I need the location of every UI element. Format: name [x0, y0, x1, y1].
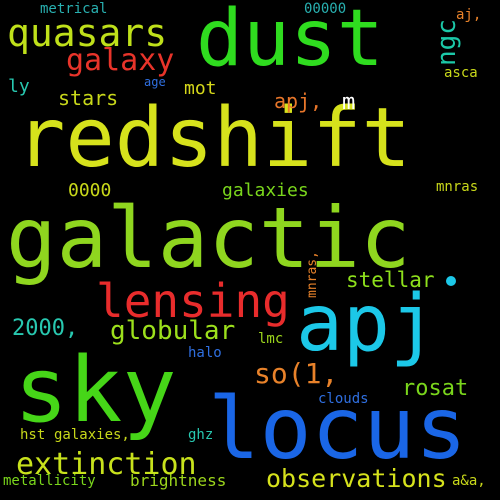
word-stellar: stellar	[346, 268, 435, 292]
word-lensing: lensing	[96, 274, 290, 328]
word-stars: stars	[58, 86, 119, 110]
word-galaxies-comma: galaxies,	[54, 427, 130, 443]
word-galaxy: galaxy	[66, 43, 175, 78]
word-lmc: lmc	[258, 331, 284, 347]
word-apj: apj	[296, 279, 437, 369]
word-redshift: redshift	[16, 91, 411, 186]
word-ly: ly	[8, 76, 30, 97]
word-ngc: ngc	[432, 19, 462, 66]
word-metrical: metrical	[40, 1, 108, 17]
word-hst: hst	[20, 427, 46, 443]
word-m: m	[342, 90, 356, 115]
word-quasars: quasars	[7, 11, 168, 55]
word-dust: dust	[196, 0, 384, 84]
word-metallicity: metallicity	[3, 473, 96, 489]
word-observations: observations	[266, 464, 447, 493]
word-rosat: rosat	[402, 376, 469, 401]
word-halo: halo	[188, 345, 222, 361]
dot-marker	[446, 276, 456, 286]
word-galactic: galactic	[6, 189, 411, 287]
word-age: age	[144, 75, 166, 89]
word-0000: 0000	[68, 180, 112, 201]
word-brightness: brightness	[130, 471, 227, 490]
word-mot: mot	[184, 78, 217, 99]
word-aj: aj,	[456, 7, 482, 23]
word-ghz: ghz	[188, 427, 214, 443]
word-so1: so(1,	[254, 357, 339, 390]
word-a-and-a: a&a,	[452, 473, 486, 489]
word-locus: locus	[208, 379, 467, 479]
word-sky: sky	[14, 338, 177, 443]
word-mnras: mnras	[436, 179, 479, 195]
word-2000: 2000,	[12, 316, 79, 341]
word-apj-comma: apj,	[274, 89, 323, 113]
word-extinction: extinction	[16, 447, 197, 482]
word-galaxies: galaxies	[222, 180, 309, 201]
word-asca: asca	[444, 65, 478, 81]
word-mnras-comma: mnras,	[305, 251, 320, 298]
word-globular: globular	[110, 316, 236, 346]
word-00000: 00000	[304, 1, 347, 17]
word-clouds: clouds	[318, 391, 369, 407]
